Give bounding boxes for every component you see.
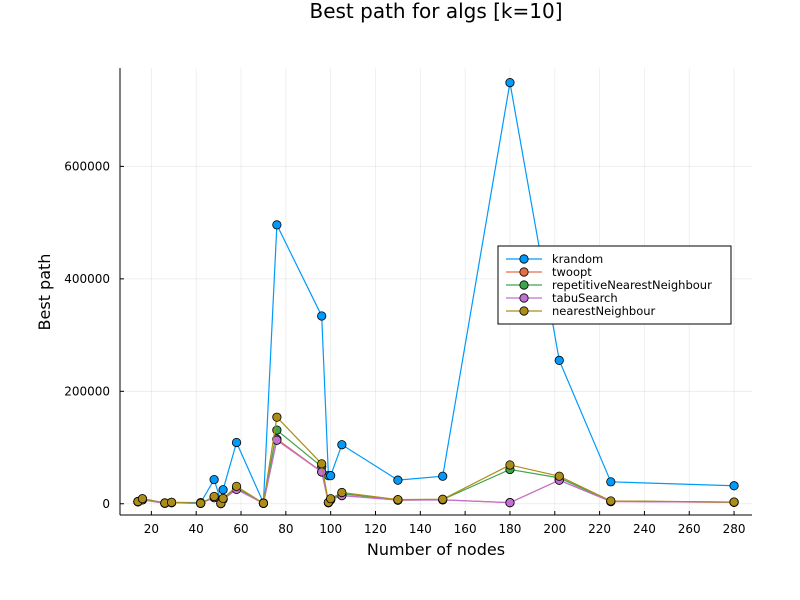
legend-label: twoopt	[552, 265, 592, 279]
legend-item: tabuSearch	[506, 291, 618, 305]
legend-label: krandom	[552, 252, 603, 266]
data-point	[326, 471, 336, 481]
data-point	[393, 475, 403, 485]
x-tick-label: 60	[233, 522, 248, 536]
legend-label: nearestNeighbour	[552, 304, 656, 318]
data-point	[438, 471, 448, 481]
data-point	[606, 477, 616, 487]
data-point	[209, 491, 219, 502]
y-tick-label: 600000	[64, 159, 110, 173]
x-ticks: 20 40 60 80 100 120 140 160 180 200 220 240 260 280	[144, 511, 746, 536]
legend-marker	[519, 293, 529, 303]
data-point	[554, 355, 564, 365]
legend-item: repetitiveNearestNeighbour	[506, 278, 712, 292]
legend-label: tabuSearch	[552, 291, 618, 305]
data-point	[393, 495, 403, 505]
data-point	[231, 437, 242, 448]
legend-marker	[519, 280, 529, 290]
legend-item: twoopt	[506, 265, 592, 279]
y-ticks: 0 200000 400000 600000	[64, 159, 124, 511]
data-point	[317, 459, 327, 469]
y-tick-label: 200000	[64, 384, 110, 398]
data-point	[438, 494, 448, 504]
data-point	[317, 311, 327, 321]
data-point	[258, 498, 269, 508]
data-point	[337, 440, 347, 450]
legend-item: nearestNeighbour	[506, 304, 656, 318]
x-tick-label: 20	[144, 522, 159, 536]
data-point	[218, 493, 228, 504]
y-axis-label: Best path	[35, 254, 54, 331]
data-point	[196, 498, 206, 508]
chart-title: Best path for algs [k=10]	[309, 0, 562, 23]
x-tick-label: 100	[319, 522, 342, 536]
data-point	[729, 497, 739, 507]
data-point	[218, 485, 228, 495]
legend-marker	[519, 306, 529, 316]
data-point	[505, 78, 515, 88]
axes	[119, 68, 752, 516]
x-axis-label: Number of nodes	[367, 540, 505, 559]
data-point	[337, 487, 347, 498]
series-nearestNeighbour	[133, 412, 739, 509]
data-point	[317, 467, 327, 477]
legend-item: krandom	[506, 252, 603, 266]
data-point	[505, 460, 515, 470]
x-tick-label: 240	[633, 522, 656, 536]
legend: krandomtwooptrepetitiveNearestNeighbourt…	[497, 245, 732, 325]
x-tick-label: 200	[543, 522, 566, 536]
data-point	[137, 494, 148, 504]
x-tick-label: 160	[454, 522, 477, 536]
legend-marker	[519, 254, 529, 264]
series-group	[133, 78, 739, 509]
x-tick-label: 280	[723, 522, 746, 536]
y-tick-label: 0	[102, 497, 110, 511]
data-point	[729, 481, 739, 491]
x-tick-label: 140	[409, 522, 432, 536]
data-point	[272, 220, 282, 230]
data-point	[209, 474, 219, 485]
x-tick-label: 180	[499, 522, 522, 536]
data-point	[606, 496, 616, 506]
x-tick-label: 80	[278, 522, 293, 536]
legend-label: repetitiveNearestNeighbour	[552, 278, 712, 292]
data-point	[505, 498, 515, 508]
legend-marker	[519, 267, 529, 277]
data-point	[272, 412, 282, 422]
data-point	[231, 481, 242, 491]
x-tick-label: 40	[189, 522, 204, 536]
data-point	[326, 494, 336, 504]
y-tick-label: 400000	[64, 272, 110, 286]
x-tick-label: 260	[678, 522, 701, 536]
data-point	[166, 497, 177, 507]
data-point	[554, 471, 564, 481]
x-tick-label: 220	[588, 522, 611, 536]
x-tick-label: 120	[364, 522, 387, 536]
